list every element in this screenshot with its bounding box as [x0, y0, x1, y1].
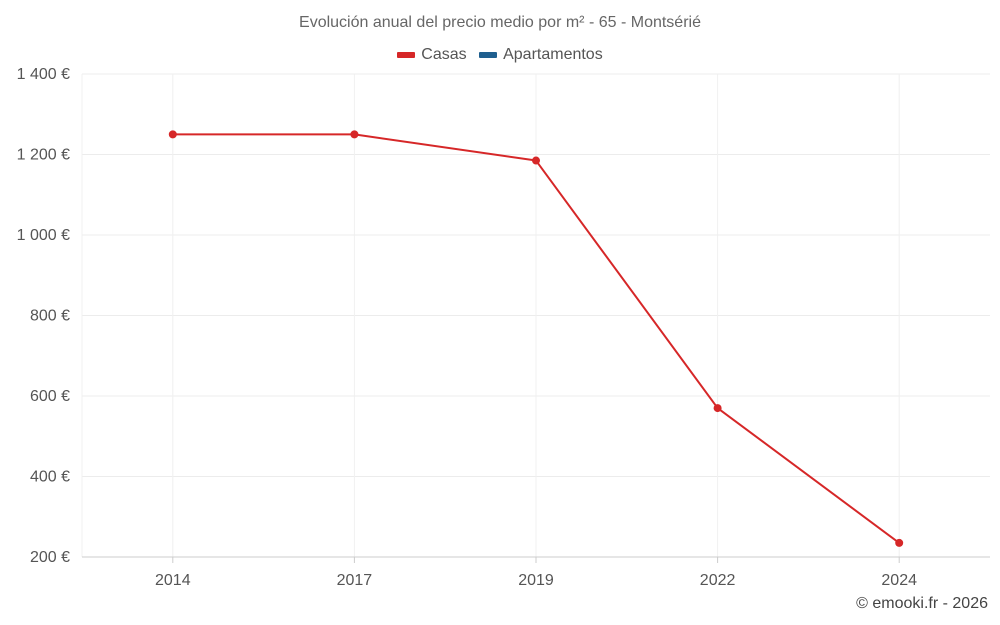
legend-item-apartamentos[interactable]: Apartamentos: [479, 46, 603, 64]
axis-layer: 200 € 400 € 600 € 800 € 1 000 € 1 200 € 1 400 …: [17, 66, 990, 589]
x-tick-label: 2024: [881, 572, 917, 589]
data-point-casas: [895, 538, 904, 547]
legend-label-casas: Casas: [421, 46, 467, 63]
x-tick-label: 2017: [337, 572, 373, 589]
data-point-casas: [350, 130, 359, 139]
legend-label-apartamentos: Apartamentos: [503, 46, 603, 63]
y-tick-label: 1 200 €: [17, 147, 70, 164]
y-tick-label: 400 €: [30, 469, 70, 486]
chart-title: Evolución anual del precio medio por m² …: [299, 14, 701, 31]
legend-swatch-casas: [397, 52, 416, 58]
data-point-casas: [713, 404, 722, 413]
data-point-casas: [532, 156, 540, 165]
y-tick-label: 800 €: [30, 308, 70, 325]
chart-legend: Casas Apartamentos: [0, 45, 1000, 64]
x-tick-label: 2022: [700, 572, 736, 589]
grid-layer: [81, 73, 990, 557]
legend-item-casas[interactable]: Casas: [397, 46, 467, 64]
series-layer: [168, 130, 904, 547]
y-tick-label: 1 000 €: [17, 227, 70, 244]
y-tick-label: 200 €: [30, 549, 70, 566]
data-point-casas: [168, 130, 177, 139]
y-tick-label: 600 €: [30, 388, 70, 405]
y-tick-label: 1 400 €: [17, 66, 70, 83]
x-tick-label: 2014: [155, 572, 191, 589]
x-tick-label: 2019: [518, 572, 554, 589]
copyright-text: © emooki.fr - 2026: [856, 595, 988, 612]
legend-swatch-apartamentos: [479, 52, 498, 58]
